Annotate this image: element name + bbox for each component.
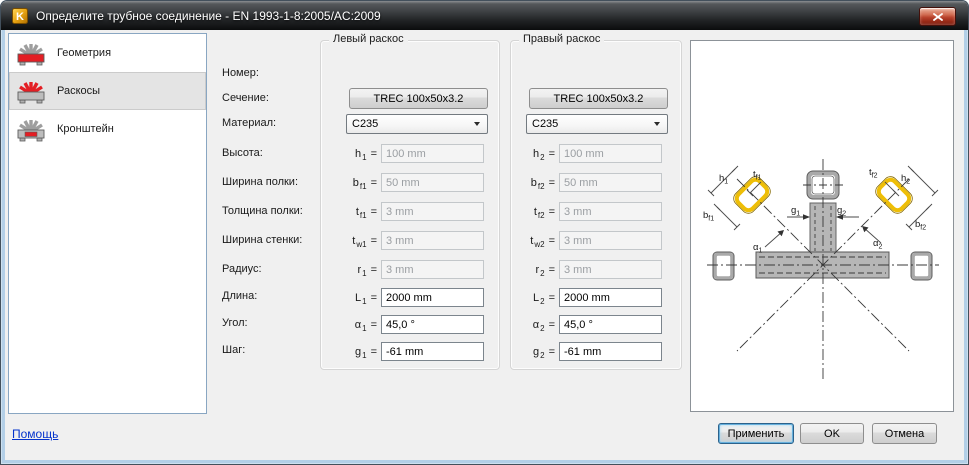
label-flange-thickness: Толщина полки:	[222, 205, 303, 217]
right-section-button[interactable]: TREC 100x50x3.2	[529, 88, 668, 109]
joint-diagram: h1 tf1 tf2 h2 bf1 bf2 g1 g2 α1 α2	[571, 98, 939, 465]
left-group-title: Левый раскос	[329, 33, 408, 45]
braces-icon	[17, 82, 45, 104]
label-material: Материал:	[222, 117, 277, 129]
input-h2	[559, 144, 662, 163]
input-tf2	[559, 202, 662, 221]
left-material-value: C235	[352, 118, 379, 130]
app-icon: K	[12, 7, 28, 24]
label-length: Длина:	[222, 290, 258, 302]
svg-text:K: K	[16, 11, 24, 23]
field-row-h1: h 1 =	[323, 144, 484, 163]
field-row-L2: L 2 =	[511, 288, 662, 307]
right-brace-section	[875, 176, 913, 214]
right-chord-section	[910, 251, 933, 281]
input-alpha1[interactable]	[381, 315, 484, 334]
dim-label-g1: g1	[791, 205, 800, 218]
sidebar-item-bracket[interactable]: Кронштейн	[9, 110, 206, 148]
field-row-L1: L 1 =	[323, 288, 484, 307]
dim-label-bf1: bf1	[703, 210, 714, 223]
category-listbox: Геометрия Раскосы	[8, 33, 207, 414]
dim-label-h2: h2	[901, 173, 910, 186]
dim-label-bf2: bf2	[915, 219, 926, 232]
left-chord-section	[712, 251, 735, 281]
close-button[interactable]	[919, 7, 956, 26]
close-icon	[932, 12, 943, 21]
field-row-g2: g 2 =	[511, 342, 662, 361]
field-row-alpha1: α 1 =	[323, 315, 484, 334]
field-row-tw2: t w2 =	[511, 231, 662, 250]
input-tw1	[381, 231, 484, 250]
field-row-alpha2: α 2 =	[511, 315, 662, 334]
dim-label-tf1: tf1	[753, 169, 762, 182]
input-r2	[559, 260, 662, 279]
label-height: Высота:	[222, 147, 263, 159]
ok-button[interactable]: OK	[800, 423, 864, 444]
dim-label-alpha1: α1	[753, 242, 763, 255]
input-L2[interactable]	[559, 288, 662, 307]
dimension-lines	[707, 165, 939, 248]
input-bf1	[381, 173, 484, 192]
input-tf1	[381, 202, 484, 221]
input-r1	[381, 260, 484, 279]
title-bar[interactable]: K Определите трубное соединение - EN 199…	[1, 1, 968, 30]
label-section: Сечение:	[222, 92, 269, 104]
label-angle: Угол:	[222, 317, 248, 329]
field-row-h2: h 2 =	[511, 144, 662, 163]
label-flange-width: Ширина полки:	[222, 176, 299, 188]
diagram-panel: h1 tf1 tf2 h2 bf1 bf2 g1 g2 α1 α2	[571, 40, 954, 465]
help-link[interactable]: Помощь	[12, 427, 59, 441]
input-h1	[381, 144, 484, 163]
centerlines	[707, 159, 939, 379]
input-g2[interactable]	[559, 342, 662, 361]
right-material-select[interactable]: C235	[526, 114, 668, 134]
left-brace-group: Левый раскос TREC 100x50x3.2 C235 h1= bf…	[320, 33, 500, 370]
left-section-button[interactable]: TREC 100x50x3.2	[349, 88, 488, 109]
sidebar-item-label: Геометрия	[57, 47, 112, 59]
label-radius: Радиус:	[222, 263, 262, 275]
input-g1[interactable]	[381, 342, 484, 361]
dim-label-g2: g2	[837, 205, 846, 218]
field-row-bf2: b f2 =	[511, 173, 662, 192]
field-row-r2: r 2 =	[511, 260, 662, 279]
dim-label-alpha2: α2	[873, 238, 883, 251]
sidebar-item-geometry[interactable]: Геометрия	[9, 34, 206, 72]
bracket-icon	[17, 120, 45, 142]
right-brace-group: Правый раскос TREC 100x50x3.2 C235 h2= b…	[510, 33, 682, 370]
right-material-value: C235	[532, 118, 559, 130]
sidebar-item-label: Кронштейн	[57, 123, 114, 135]
sidebar-item-label: Раскосы	[57, 85, 101, 97]
dim-label-h1: h1	[719, 173, 728, 186]
apply-button[interactable]: Применить	[718, 423, 794, 444]
input-alpha2[interactable]	[559, 315, 662, 334]
input-L1[interactable]	[381, 288, 484, 307]
dropdown-arrow-icon	[474, 122, 480, 126]
input-tw2	[559, 231, 662, 250]
window-title: Определите трубное соединение - EN 1993-…	[36, 8, 381, 23]
geometry-icon	[17, 44, 45, 66]
diagram-labels: h1 tf1 tf2 h2 bf1 bf2 g1 g2 α1 α2	[703, 167, 926, 255]
label-web-width: Ширина стенки:	[222, 234, 303, 246]
field-row-g1: g 1 =	[323, 342, 484, 361]
sidebar-item-braces[interactable]: Раскосы	[9, 72, 206, 110]
label-gap: Шаг:	[222, 344, 246, 356]
left-material-select[interactable]: C235	[346, 114, 488, 134]
field-row-r1: r 1 =	[323, 260, 484, 279]
cancel-button[interactable]: Отмена	[872, 423, 937, 444]
field-row-tw1: t w1 =	[323, 231, 484, 250]
dropdown-arrow-icon	[654, 122, 660, 126]
field-row-tf2: t f2 =	[511, 202, 662, 221]
right-group-title: Правый раскос	[519, 33, 605, 45]
dialog-client-area: Геометрия Раскосы	[5, 30, 964, 465]
field-row-bf1: b f1 =	[323, 173, 484, 192]
label-number: Номер:	[222, 67, 259, 79]
input-bf2	[559, 173, 662, 192]
dim-label-tf2: tf2	[869, 167, 878, 180]
field-row-tf1: t f1 =	[323, 202, 484, 221]
